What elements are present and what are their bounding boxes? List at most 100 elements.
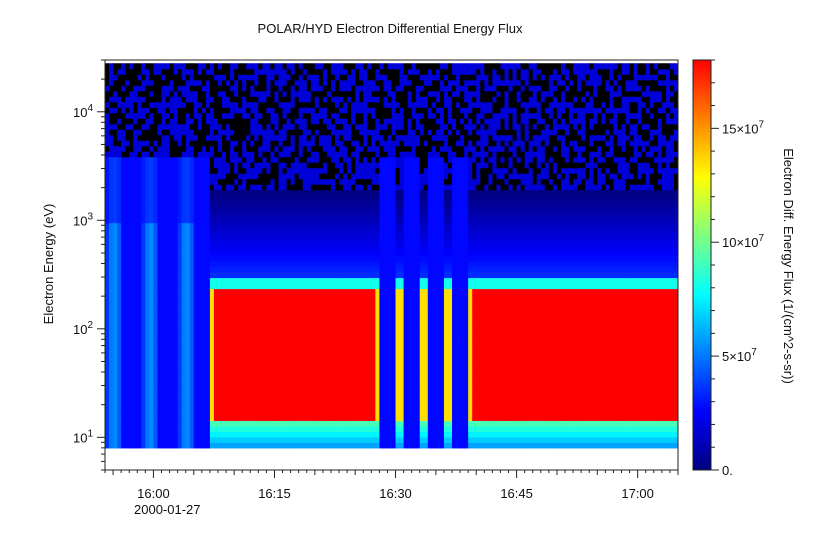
heatmap-cell: [209, 189, 215, 196]
heatmap-cell: [363, 162, 368, 169]
heatmap-cell: [250, 277, 255, 284]
heatmap-cell: [185, 63, 191, 70]
heatmap-cell: [330, 431, 336, 438]
heatmap-cell: [254, 310, 259, 317]
heatmap-cell: [238, 365, 243, 372]
heatmap-cell: [201, 79, 207, 86]
heatmap-cell: [113, 145, 118, 152]
heatmap-cell: [330, 370, 336, 378]
heatmap-cell: [201, 337, 207, 345]
heatmap-cell: [145, 359, 150, 367]
heatmap-cell: [322, 403, 328, 410]
heatmap-cell: [117, 195, 122, 202]
heatmap-cell: [133, 403, 138, 410]
heatmap-cell: [173, 354, 179, 361]
heatmap-cell: [363, 184, 368, 191]
heatmap-cell: [335, 348, 340, 356]
heatmap-cell: [145, 222, 150, 229]
heatmap-cell: [391, 425, 396, 432]
heatmap-cell: [185, 425, 191, 432]
heatmap-cell: [238, 332, 243, 339]
heatmap-cell: [306, 337, 312, 345]
heatmap-cell: [234, 310, 239, 317]
heatmap-cell: [217, 436, 223, 443]
heatmap-cell: [242, 118, 247, 125]
heatmap-cell: [387, 255, 392, 262]
heatmap-cell: [298, 387, 304, 394]
heatmap-cell: [322, 272, 328, 279]
heatmap-cell: [322, 222, 328, 229]
heatmap-cell: [169, 277, 174, 284]
heatmap-cell: [177, 178, 183, 185]
heatmap-cell: [290, 222, 296, 229]
heatmap-cell: [141, 403, 146, 410]
heatmap-cell: [383, 189, 388, 196]
heatmap-cell: [165, 261, 170, 268]
heatmap-cell: [153, 129, 158, 136]
heatmap-cell: [258, 173, 263, 180]
heatmap-cell: [189, 195, 195, 202]
heatmap-cell: [169, 354, 174, 361]
heatmap-cell: [181, 343, 187, 350]
heatmap-cell: [173, 189, 179, 196]
heatmap-cell: [145, 96, 150, 103]
heatmap-cell: [318, 277, 324, 284]
heatmap-cell: [294, 96, 300, 103]
heatmap-cell: [246, 387, 251, 394]
heatmap-cell: [165, 321, 170, 328]
heatmap-cell: [367, 184, 372, 191]
heatmap-cell: [169, 414, 174, 421]
heatmap-cell: [282, 189, 287, 196]
heatmap-cell: [270, 85, 275, 92]
heatmap-cell: [330, 272, 336, 279]
heatmap-cell: [343, 189, 348, 196]
heatmap-cell: [226, 337, 231, 345]
heatmap-cell: [274, 420, 279, 427]
heatmap-cell: [153, 74, 158, 81]
heatmap-cell: [226, 90, 231, 97]
heatmap-cell: [347, 387, 352, 394]
heatmap-cell: [387, 359, 392, 367]
heatmap-cell: [181, 403, 187, 410]
heatmap-cell: [217, 315, 223, 323]
heatmap-cell: [318, 244, 324, 251]
heatmap-cell: [314, 129, 320, 136]
heatmap-cell: [274, 359, 279, 367]
heatmap-cell: [226, 261, 231, 268]
heatmap-cell: [347, 189, 352, 196]
heatmap-cell: [105, 326, 110, 334]
heatmap-cell: [282, 206, 287, 213]
heatmap-cell: [181, 305, 187, 312]
heatmap-cell: [330, 250, 336, 257]
heatmap-cell: [383, 321, 388, 328]
heatmap-cell: [306, 420, 312, 427]
heatmap-cell: [254, 277, 259, 284]
heatmap-cell: [238, 151, 243, 158]
heatmap-cell: [145, 277, 150, 284]
heatmap-cell: [141, 277, 146, 284]
heatmap-cell: [189, 255, 195, 262]
heatmap-cell: [286, 381, 292, 389]
heatmap-cell: [375, 288, 380, 295]
heatmap-cell: [278, 134, 283, 141]
heatmap-cell: [258, 107, 263, 114]
heatmap-cell: [367, 305, 372, 312]
heatmap-cell: [278, 85, 283, 92]
heatmap-cell: [137, 68, 142, 75]
heatmap-cell: [387, 442, 392, 449]
heatmap-cell: [205, 173, 211, 180]
heatmap-cell: [250, 244, 255, 251]
heatmap-cell: [117, 156, 122, 163]
heatmap-cell: [226, 85, 231, 92]
heatmap-cell: [322, 354, 328, 361]
heatmap-cell: [339, 222, 344, 229]
heatmap-cell: [173, 398, 179, 405]
heatmap-cell: [367, 90, 372, 97]
heatmap-cell: [355, 250, 360, 257]
heatmap-cell: [330, 195, 336, 202]
heatmap-cell: [278, 409, 283, 416]
heatmap-cell: [274, 63, 279, 70]
heatmap-cell: [181, 244, 187, 251]
heatmap-cell: [129, 228, 134, 235]
heatmap-cell: [359, 129, 364, 136]
